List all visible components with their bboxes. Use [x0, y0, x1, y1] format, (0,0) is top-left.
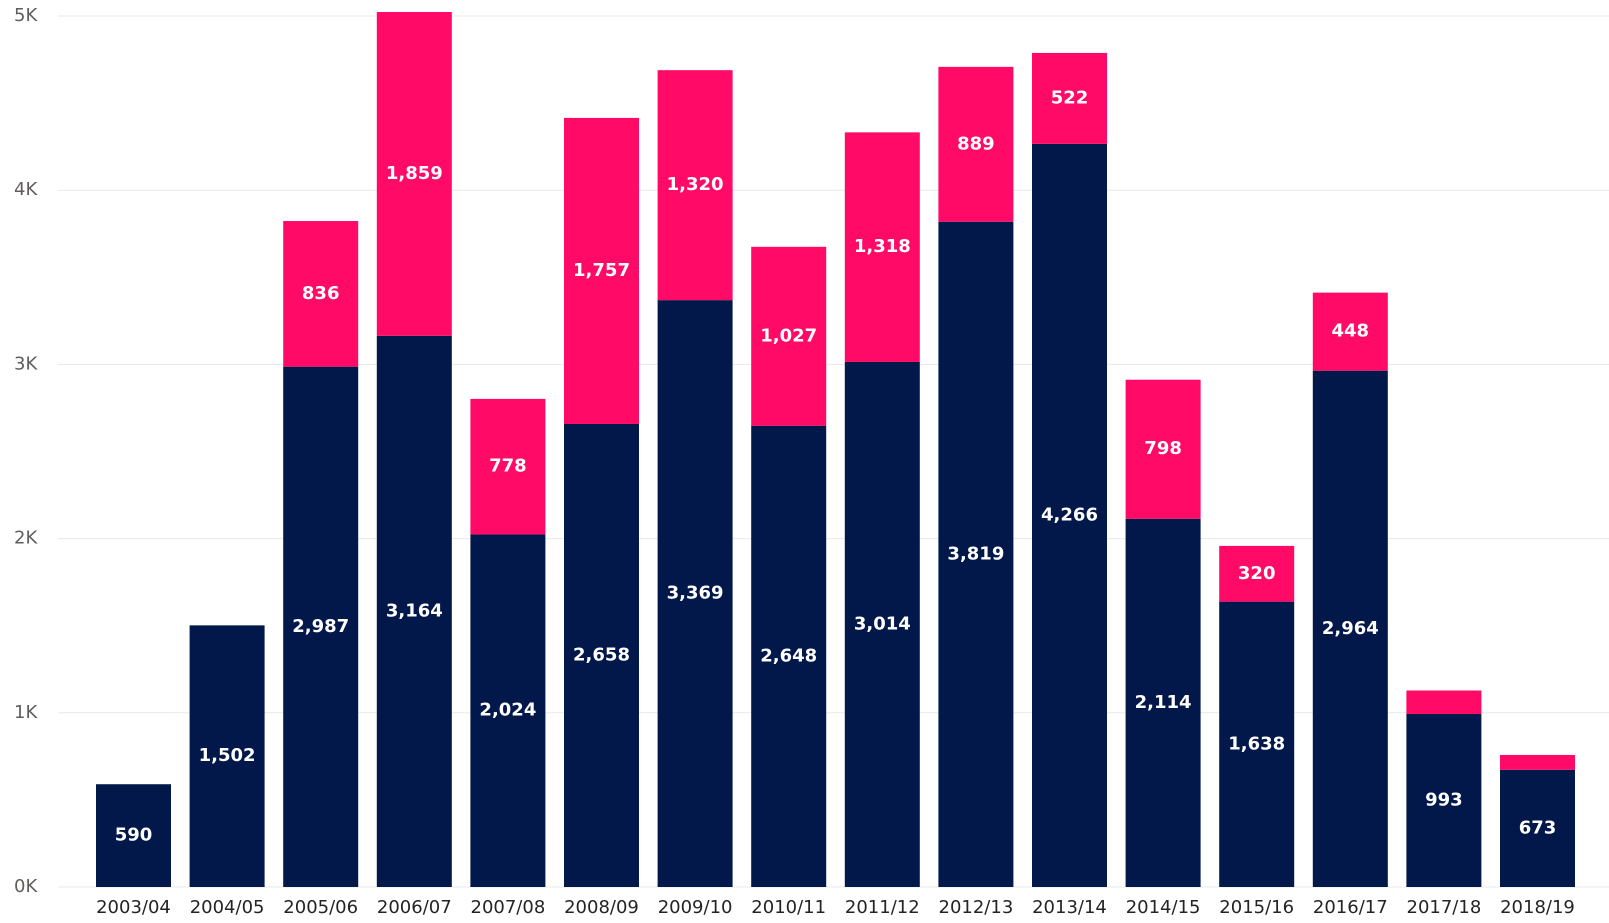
x-tick-label: 2003/04: [96, 897, 171, 918]
bar-segment-series-1[interactable]: [1500, 769, 1575, 887]
data-label: 993: [1425, 790, 1463, 811]
y-tick-label: 4K: [14, 179, 38, 200]
x-tick-label: 2009/10: [658, 897, 733, 918]
bar-segment-series-1[interactable]: [470, 534, 546, 887]
data-label: 2,114: [1135, 692, 1192, 713]
data-label: 1,859: [386, 163, 443, 184]
data-label: 1,502: [199, 745, 256, 766]
x-axis-ticks: 2003/04 2004/05 2005/06 2006/07 2007/08 2008/…: [96, 897, 1575, 918]
bar-segment-series-1[interactable]: [657, 300, 733, 887]
bar-segment-series-2[interactable]: [1500, 754, 1575, 770]
bar-segment-series-2[interactable]: [470, 398, 546, 535]
y-tick-label: 1K: [14, 702, 38, 723]
bar-segment-series-1[interactable]: [96, 784, 171, 887]
x-tick-label: 2006/07: [377, 897, 452, 918]
data-label: 448: [1332, 321, 1370, 342]
data-label: 673: [1519, 817, 1557, 838]
x-tick-label: 2005/06: [283, 897, 358, 918]
x-tick-label: 2008/09: [564, 897, 639, 918]
data-label: 2,658: [573, 644, 630, 665]
bar-segment-series-1[interactable]: [751, 425, 827, 887]
bar-segment-series-2[interactable]: [1032, 52, 1107, 144]
bar-segment-series-2[interactable]: [1219, 545, 1295, 602]
data-label: 320: [1238, 563, 1276, 584]
x-tick-label: 2012/13: [939, 897, 1014, 918]
x-tick-label: 2016/17: [1313, 897, 1388, 918]
bar-segment-series-2[interactable]: [376, 11, 452, 336]
x-tick-label: 2013/14: [1032, 897, 1107, 918]
y-tick-label: 0K: [14, 876, 38, 897]
y-axis-ticks: 0K 1K 2K 3K 4K 5K: [14, 5, 38, 897]
x-tick-label: 2007/08: [471, 897, 546, 918]
bar-segment-series-2[interactable]: [1125, 379, 1201, 519]
data-label: 1,318: [854, 236, 911, 257]
data-label: 4,266: [1041, 504, 1098, 525]
x-tick-label: 2018/19: [1500, 897, 1575, 918]
bar-segment-series-1[interactable]: [189, 625, 265, 887]
data-label: 1,757: [573, 260, 630, 281]
data-label: 1,027: [760, 325, 817, 346]
x-tick-label: 2010/11: [751, 897, 826, 918]
data-label: 590: [115, 825, 153, 846]
y-tick-label: 3K: [14, 353, 38, 374]
x-tick-label: 2017/18: [1407, 897, 1482, 918]
bar-segment-series-2[interactable]: [1312, 292, 1388, 371]
x-tick-label: 2015/16: [1219, 897, 1294, 918]
x-tick-label: 2014/15: [1126, 897, 1201, 918]
x-tick-label: 2004/05: [190, 897, 265, 918]
bar-segment-series-1[interactable]: [1406, 714, 1482, 887]
y-tick-label: 2K: [14, 528, 38, 549]
bar-segment-series-1[interactable]: [1125, 518, 1201, 887]
bar-segment-series-2[interactable]: [938, 66, 1014, 222]
bars: [96, 11, 1575, 888]
data-label: 2,648: [760, 645, 817, 666]
bar-segment-series-1[interactable]: [938, 221, 1014, 887]
data-label: 3,164: [386, 600, 443, 621]
data-label: 2,964: [1322, 618, 1379, 639]
data-label: 778: [489, 456, 527, 477]
bar-segment-series-2[interactable]: [1406, 690, 1482, 715]
data-label: 1,638: [1228, 733, 1285, 754]
bar-segment-series-1[interactable]: [564, 423, 639, 887]
bar-segment-series-2[interactable]: [657, 70, 733, 301]
data-label: 889: [957, 133, 995, 154]
bar-segment-series-1[interactable]: [1219, 601, 1295, 887]
bar-segment-series-2[interactable]: [564, 117, 639, 424]
bar-segment-series-1[interactable]: [283, 366, 359, 887]
y-tick-label: 5K: [14, 5, 38, 26]
data-label: 2,024: [479, 700, 536, 721]
bar-segment-series-1[interactable]: [1312, 370, 1388, 887]
data-label: 3,014: [854, 613, 911, 634]
data-label: 798: [1144, 438, 1182, 459]
bar-segment-series-2[interactable]: [751, 246, 827, 426]
bar-segment-series-2[interactable]: [844, 132, 920, 362]
data-label: 1,320: [667, 174, 724, 195]
bar-segment-series-2[interactable]: [283, 221, 359, 367]
bar-segment-series-1[interactable]: [1032, 143, 1107, 887]
data-label: 522: [1051, 87, 1089, 108]
data-labels: 590 1,502 2,987 836 3,164 1,859 2,024 778 2,658 1…: [115, 87, 1557, 845]
data-label: 836: [302, 283, 340, 304]
data-label: 2,987: [292, 616, 349, 637]
data-label: 3,369: [667, 583, 724, 604]
bar-segment-series-1[interactable]: [844, 361, 920, 888]
data-label: 3,819: [947, 543, 1004, 564]
bar-segment-series-1[interactable]: [376, 335, 452, 888]
x-tick-label: 2011/12: [845, 897, 920, 918]
